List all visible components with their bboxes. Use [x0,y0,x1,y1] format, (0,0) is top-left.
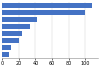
Bar [2,52,9,57]
Bar [2,17,37,22]
Bar [2,38,19,43]
Bar [2,31,22,36]
Bar [2,3,92,8]
Bar [2,24,30,29]
Bar [2,45,11,50]
Bar [2,10,85,15]
